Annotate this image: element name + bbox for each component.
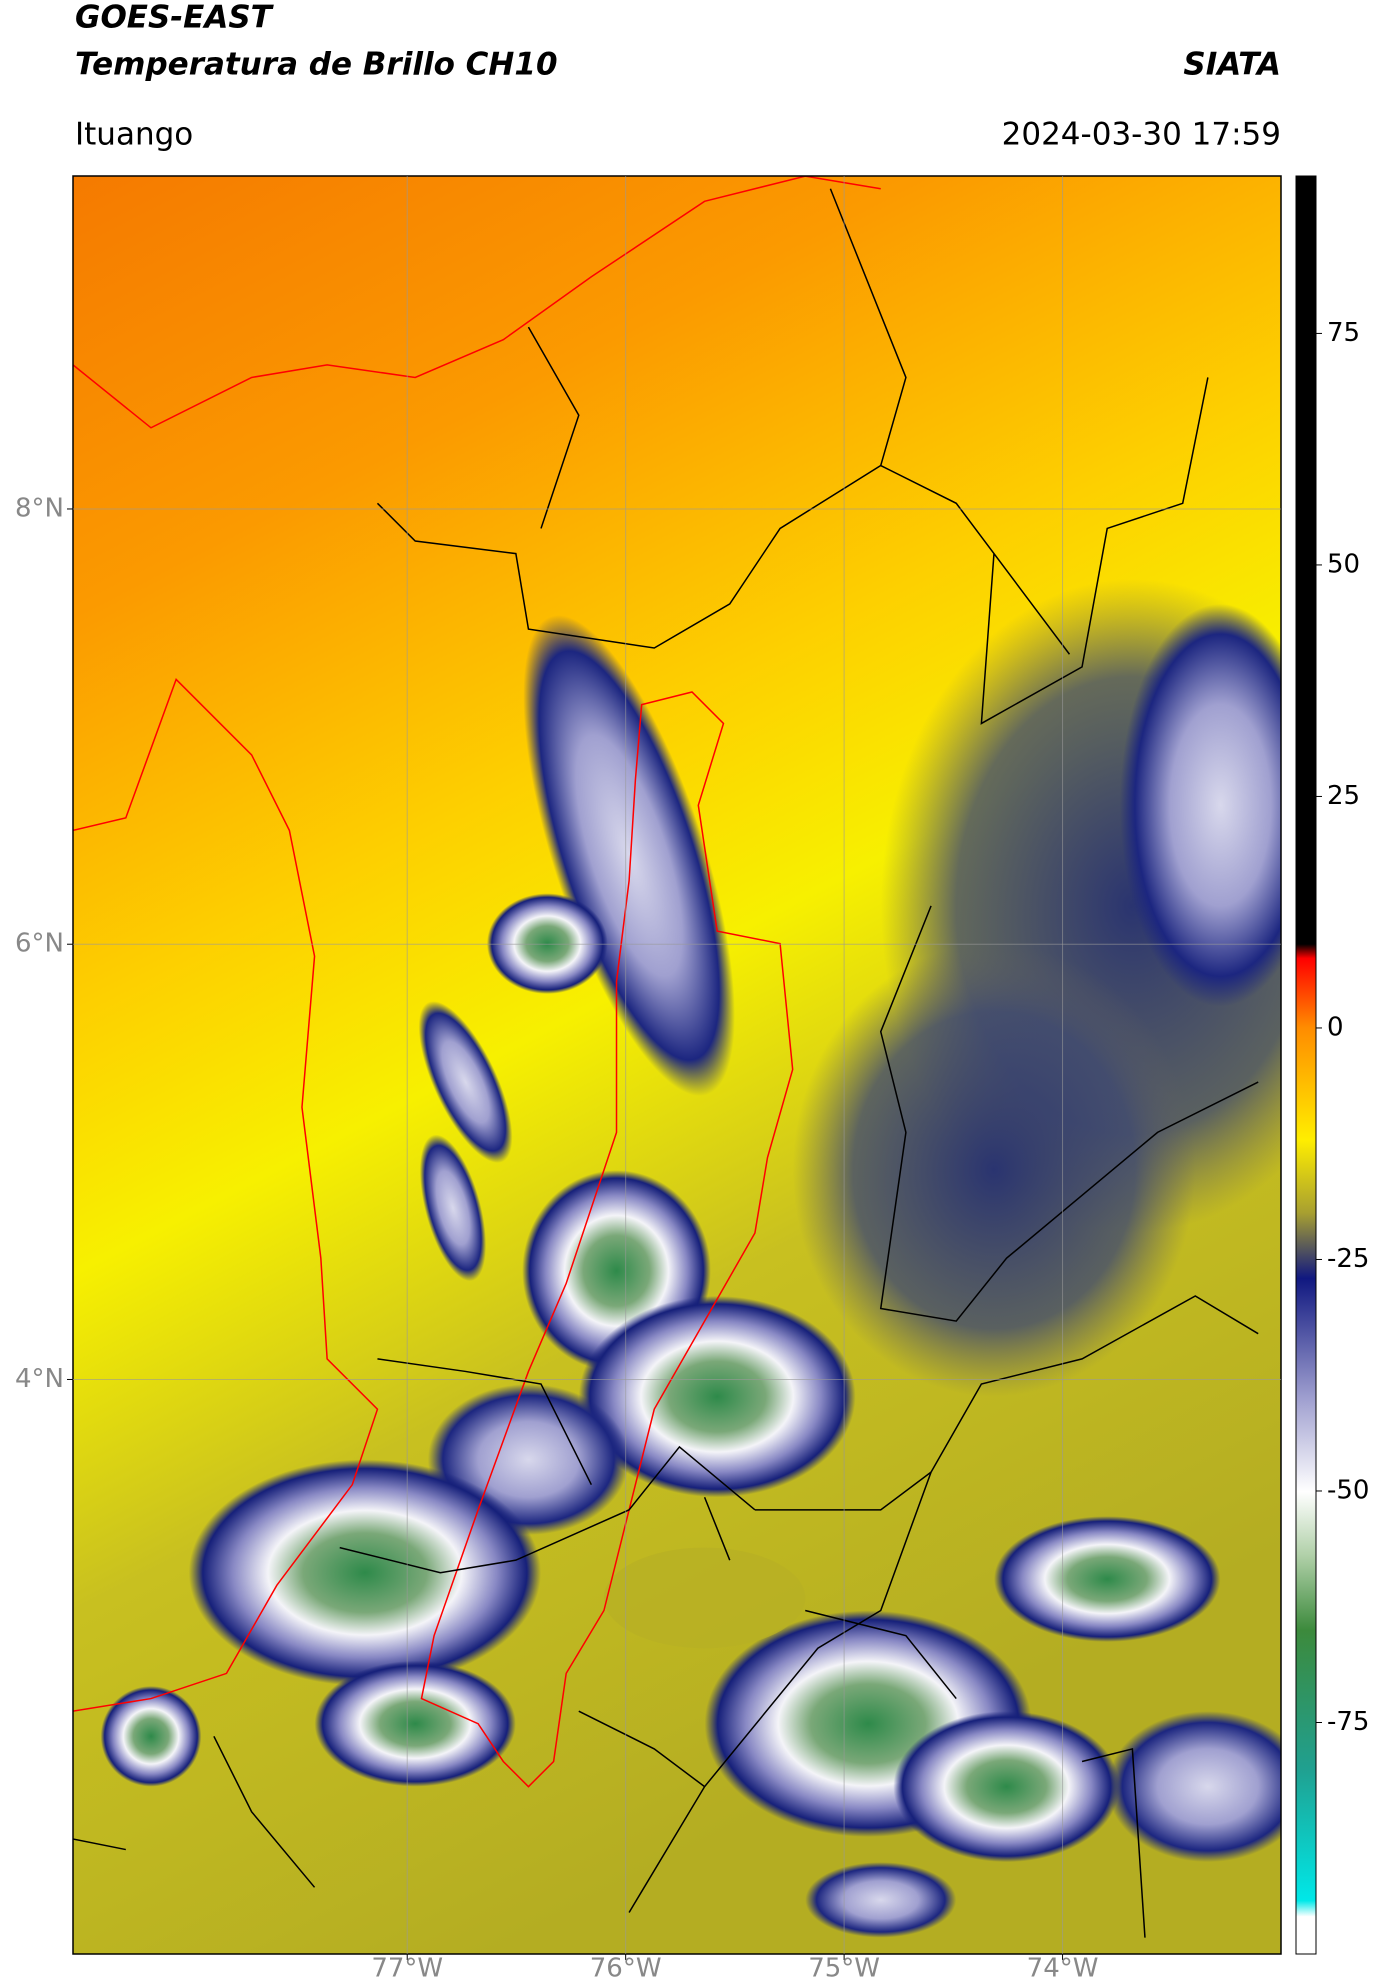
cloud-field — [100, 578, 1281, 1938]
cloud — [419, 1134, 487, 1282]
coastline — [73, 678, 379, 1712]
cloud — [1107, 1711, 1281, 1863]
colorbar-tick-label: 25 — [1327, 781, 1360, 811]
cloud — [603, 1547, 806, 1649]
cloud — [993, 1516, 1221, 1642]
colorbar-tick-label: 50 — [1327, 549, 1360, 579]
colorbar-tick-label: 0 — [1327, 1012, 1344, 1042]
boundary — [73, 188, 1259, 1938]
source: SIATA — [1183, 47, 1281, 83]
lon-tick-label: 75°W — [808, 1954, 880, 1981]
map-image — [73, 176, 1281, 1954]
colorbar-tick-label: -25 — [1327, 1244, 1369, 1274]
cloud — [188, 1459, 542, 1686]
title: GOES-EAST — [75, 0, 275, 36]
cloud — [805, 1862, 957, 1938]
colorbar-tick-label: 75 — [1327, 318, 1360, 348]
cloud — [578, 1295, 856, 1498]
cloud — [314, 1660, 516, 1787]
lat-tick-label: 6°N — [15, 929, 64, 959]
cloud — [893, 1711, 1120, 1863]
lon-tick-label: 74°W — [1027, 1954, 1099, 1981]
datetime: 2024-03-30 17:59 — [1002, 117, 1281, 153]
lon-tick-label: 77°W — [371, 1954, 443, 1981]
cloud — [418, 1001, 513, 1163]
map-frame — [72, 175, 1282, 1955]
lat-tick-label: 8°N — [15, 493, 64, 523]
lon-tick-label: 76°W — [590, 1954, 662, 1981]
cloud — [100, 1685, 202, 1787]
cloud — [486, 893, 608, 994]
cloud — [792, 943, 1196, 1397]
coastline — [73, 176, 881, 429]
colorbar — [1295, 175, 1317, 1955]
lat-tick-label: 4°N — [15, 1364, 64, 1394]
colorbar-tick-label: -75 — [1327, 1707, 1369, 1737]
cloud — [1119, 603, 1281, 1007]
colorbar-tick-label: -50 — [1327, 1475, 1369, 1505]
cloud — [523, 615, 735, 1097]
location: Ituango — [75, 117, 193, 153]
borders — [73, 176, 1259, 1938]
department-boundary — [420, 691, 794, 1788]
subtitle: Temperatura de Brillo CH10 — [75, 47, 558, 83]
